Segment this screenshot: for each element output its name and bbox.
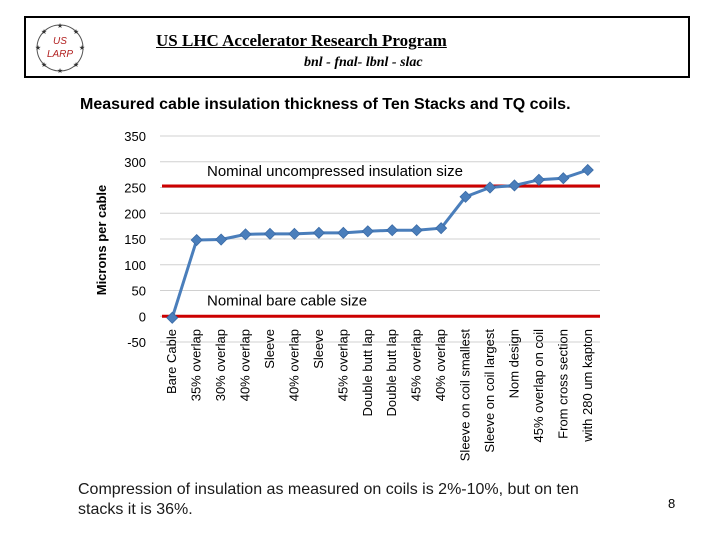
data-point [361, 225, 374, 238]
page-number: 8 [668, 496, 676, 511]
data-point [337, 226, 350, 239]
x-tick-label: Sleeve [262, 329, 277, 369]
lab-list: bnl - fnal- lbnl - slac [304, 55, 423, 70]
x-tick-label: 35% overlap [189, 329, 204, 401]
data-point [263, 227, 277, 240]
svg-text:★: ★ [57, 22, 63, 30]
data-point [386, 224, 399, 237]
svg-text:★: ★ [73, 28, 79, 36]
data-point [410, 224, 423, 237]
x-tick-label: 45% overlap [335, 329, 350, 401]
reference-line-label: Nominal bare cable size [207, 292, 367, 309]
y-tick-label: 250 [124, 181, 146, 196]
x-tick-label: Double butt lap [384, 329, 399, 416]
x-tick-label: with 280 um kapton [580, 329, 595, 443]
y-tick-label: 100 [124, 258, 146, 273]
logo-text-larp: LARP [47, 49, 73, 60]
svg-text:★: ★ [79, 44, 85, 52]
x-tick-label: Nom design [506, 329, 521, 398]
svg-text:★: ★ [35, 44, 41, 52]
x-tick-label: Double butt lap [360, 329, 375, 416]
svg-text:★: ★ [41, 28, 47, 36]
x-tick-label: Bare Cable [164, 329, 179, 394]
x-tick-label: From cross section [555, 329, 570, 439]
data-point [239, 228, 252, 241]
reference-line-label: Nominal uncompressed insulation size [207, 163, 463, 180]
svg-text:★: ★ [57, 67, 63, 74]
y-tick-label: 200 [124, 206, 146, 221]
slide-title: Measured cable insulation thickness of T… [80, 96, 571, 113]
program-title: US LHC Accelerator Research Program [156, 31, 447, 50]
x-tick-label: Sleeve on coil largest [482, 329, 497, 453]
x-tick-label: 45% overlap [409, 329, 424, 401]
x-tick-label: 40% overlap [238, 329, 253, 401]
data-point [312, 226, 325, 239]
header-banner: US LARP ★ ★ ★ ★ ★ ★ ★ ★ US LHC Accelerator Re… [24, 16, 690, 78]
data-point [288, 227, 301, 240]
data-point [459, 190, 472, 203]
y-tick-label: 300 [124, 155, 146, 170]
y-tick-label: 350 [124, 129, 146, 144]
svg-text:★: ★ [41, 61, 47, 69]
data-point [557, 172, 570, 185]
svg-text:★: ★ [73, 61, 79, 69]
x-tick-label: 45% overlap on coil [531, 329, 546, 443]
y-tick-label: 150 [124, 232, 146, 247]
y-tick-label: -50 [127, 335, 146, 350]
data-point [581, 163, 594, 177]
x-tick-label: Sleeve [311, 329, 326, 369]
y-tick-label: 50 [132, 284, 146, 299]
data-point [435, 222, 448, 235]
data-point [483, 181, 497, 194]
logo-text-us: US [53, 36, 67, 47]
data-point [508, 179, 521, 192]
x-tick-label: Sleeve on coil smallest [458, 329, 473, 462]
y-axis-label: Microns per cable [94, 185, 109, 296]
x-tick-label: 30% overlap [213, 329, 228, 401]
us-larp-logo: US LARP ★★★ ★★★ ★★ [35, 22, 85, 74]
data-point [190, 233, 203, 247]
y-tick-label: 0 [139, 309, 146, 324]
x-tick-label: 40% overlap [433, 329, 448, 401]
data-point [532, 173, 545, 186]
data-point [166, 311, 179, 324]
x-tick-label: 40% overlap [286, 329, 301, 401]
caption: Compression of insulation as measured on… [78, 481, 579, 518]
data-point [215, 233, 228, 246]
